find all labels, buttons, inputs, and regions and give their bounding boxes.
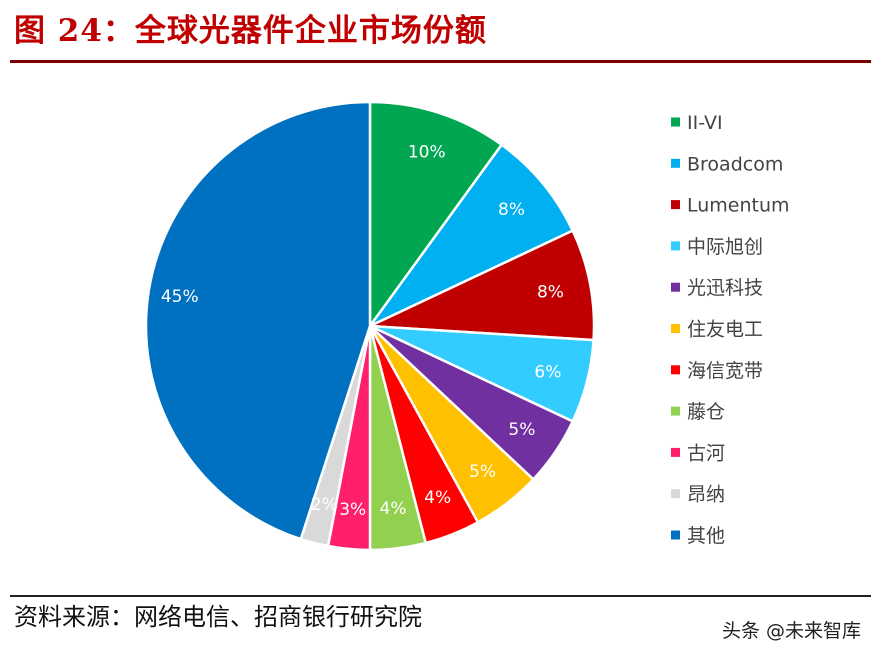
slice-value-label: 8% [537, 283, 564, 303]
legend-label: 光迅科技 [687, 277, 763, 299]
slice-value-label: 2% [311, 495, 338, 515]
legend: II-VI Broadcom Lumentum 中际旭创光迅科技住友电工海信宽带藤仓古… [671, 112, 790, 547]
watermark: 头条 @未来智库 [721, 620, 861, 642]
legend-swatch [671, 530, 680, 540]
legend-swatch [671, 200, 680, 210]
legend-swatch [671, 489, 680, 499]
legend-label: 其他 [687, 525, 725, 547]
legend-swatch [671, 447, 680, 457]
legend-label: 住友电工 [687, 319, 763, 341]
legend-label: 古河 [687, 442, 725, 464]
slice-value-label: 10% [408, 142, 446, 162]
slice-value-label: 45% [161, 287, 199, 307]
slice-value-label: 3% [339, 500, 366, 520]
legend-label: 昂纳 [687, 484, 725, 506]
legend-label: II-VI [687, 112, 723, 134]
slice-value-label: 4% [424, 488, 451, 508]
legend-label: Broadcom [687, 153, 783, 175]
legend-label: 中际旭创 [687, 236, 763, 258]
legend-swatch [671, 365, 680, 375]
footer-divider [10, 595, 871, 597]
pie-slices [144, 100, 596, 552]
slice-value-label: 8% [498, 200, 525, 220]
legend-swatch [671, 406, 680, 416]
pie-labels: 10% 8% 8% 6% 5% 5% 4% 4% 3%2% 45% [161, 142, 564, 520]
figure-title: 图 24：全球光器件企业市场份额 [14, 13, 487, 49]
legend-label: Lumentum [687, 195, 790, 217]
slice-value-label: 6% [534, 363, 561, 383]
pie-slice-1 [368, 100, 504, 330]
legend-swatch [671, 282, 680, 292]
legend-swatch [671, 241, 680, 251]
legend-swatch [671, 158, 680, 168]
legend-label: 海信宽带 [687, 360, 763, 382]
pie-slice-2 [368, 143, 575, 328]
legend-swatch [671, 324, 680, 333]
pie-slice-11 [144, 100, 372, 541]
legend-swatch [671, 117, 680, 127]
slice-value-label: 5% [469, 462, 496, 482]
source-note: 资料来源：网络电信、招商银行研究院 [14, 603, 422, 631]
slice-value-label: 5% [508, 420, 535, 440]
legend-label: 藤仓 [687, 401, 725, 423]
pie-slice-3 [369, 228, 596, 342]
title-divider [10, 60, 871, 63]
slice-value-label: 4% [380, 499, 407, 519]
